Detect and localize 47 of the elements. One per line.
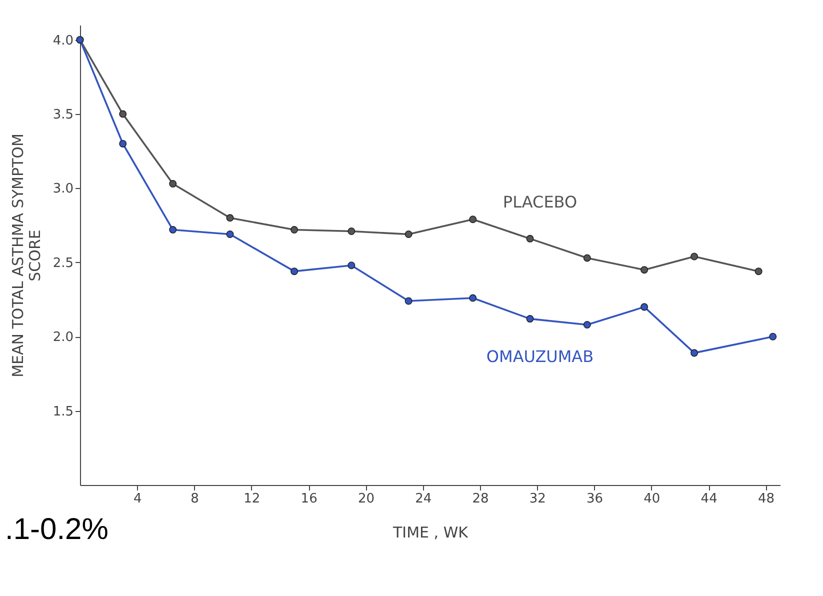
- point: [119, 140, 127, 148]
- point: [769, 332, 777, 340]
- point: [469, 216, 477, 224]
- x-tick-label: 24: [415, 492, 432, 506]
- point: [583, 320, 591, 328]
- y-tick-label: 1.5: [52, 404, 74, 420]
- point: [583, 254, 591, 262]
- point: [469, 294, 477, 302]
- x-tick-label: 16: [300, 492, 318, 506]
- point: [404, 230, 412, 238]
- y-tick-label: 2.5: [52, 256, 74, 271]
- point: [226, 230, 234, 238]
- text: .1-0.2%: [5, 513, 108, 546]
- x-tick-label: 20: [358, 492, 374, 506]
- y-tick-label: 3.5: [52, 108, 74, 123]
- x-tick-label: 12: [244, 492, 260, 506]
- point: [290, 268, 298, 276]
- series-label: OMAUZUMAB: [486, 346, 594, 366]
- x-tick-label: 28: [472, 492, 489, 506]
- x-tick-label: 36: [586, 492, 604, 506]
- x-tick-label: 40: [644, 492, 660, 506]
- point: [690, 252, 698, 260]
- y-tick-label: 2.0: [52, 330, 74, 346]
- point: [690, 349, 698, 357]
- x-tick-label: 44: [700, 492, 718, 506]
- x-tick-label: 48: [758, 492, 774, 506]
- point: [119, 110, 127, 118]
- point: [526, 315, 534, 323]
- y-tick-label: 4.0: [52, 33, 74, 48]
- x-tick-label: 32: [529, 492, 546, 506]
- point: [640, 303, 648, 311]
- point: [348, 228, 356, 236]
- point: [526, 234, 534, 242]
- point: [226, 214, 234, 222]
- point: [754, 268, 762, 276]
- point: [169, 180, 177, 188]
- y-tick-label: 3.0: [52, 182, 74, 197]
- x-tick-label: 8: [190, 492, 199, 506]
- x-tick-label: 4: [134, 492, 142, 506]
- point: [348, 262, 356, 270]
- point: [640, 266, 648, 274]
- y-axis-title: MEAN TOTAL ASTHMA SYMPTOM SCORE: [8, 134, 44, 378]
- point: [404, 297, 412, 305]
- series-label: PLACEBO: [502, 192, 578, 212]
- point: [290, 226, 298, 234]
- point: [169, 226, 177, 234]
- x-axis-title: TIME , WK: [392, 524, 470, 542]
